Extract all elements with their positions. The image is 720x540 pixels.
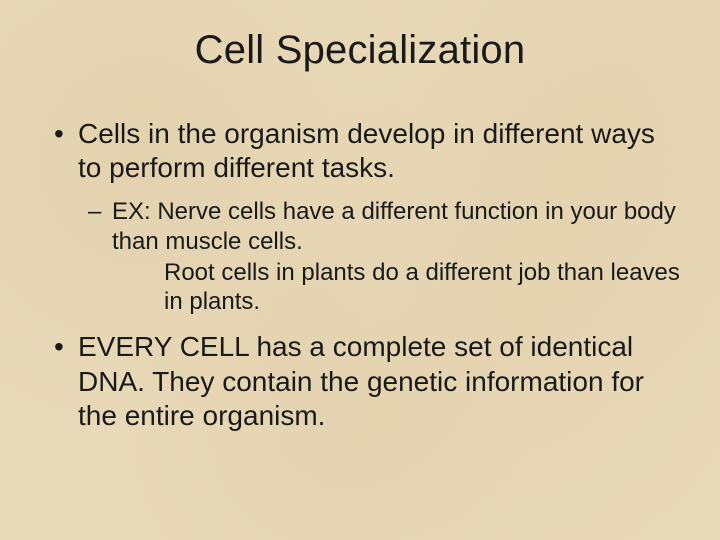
bullet-level1: EVERY CELL has a complete set of identic… (44, 330, 680, 432)
bullet-level2-continuation: Root cells in plants do a different job … (112, 258, 680, 317)
bullet-level1: Cells in the organism develop in differe… (44, 117, 680, 185)
slide-title: Cell Specialization (40, 28, 680, 73)
slide: Cell Specialization Cells in the organis… (0, 0, 720, 540)
indent-spacer (112, 258, 164, 287)
bullet-level2: EX: Nerve cells have a different functio… (78, 197, 680, 256)
bullet-level2-continuation-text: Root cells in plants do a different job … (164, 259, 680, 315)
